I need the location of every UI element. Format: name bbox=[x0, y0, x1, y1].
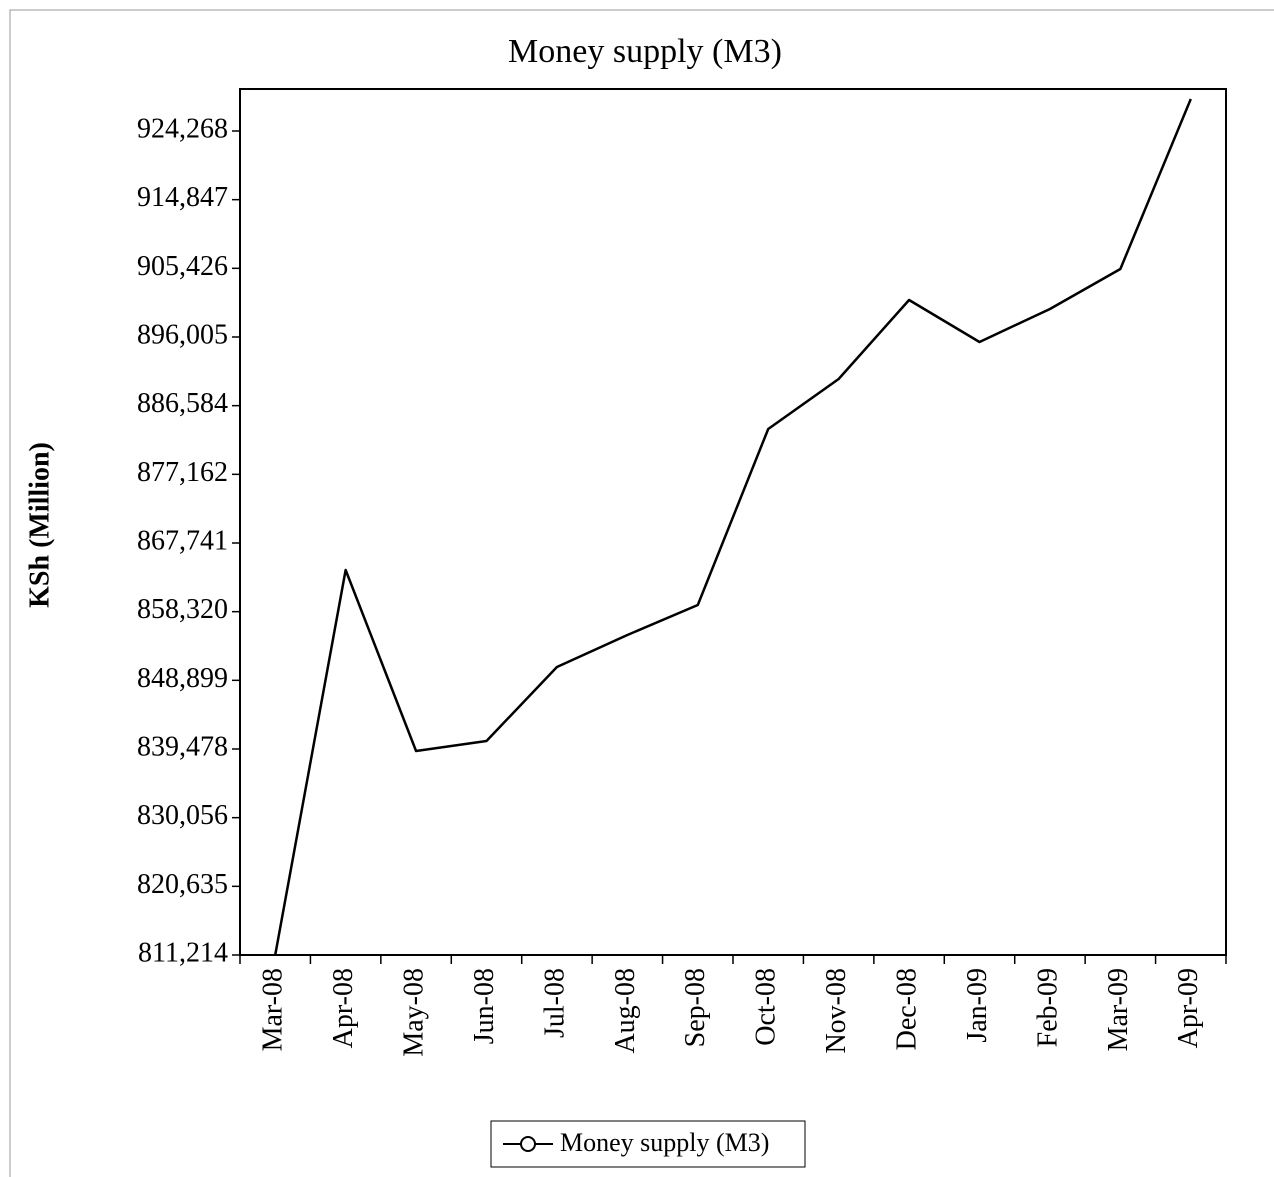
y-tick-label: 858,320 bbox=[137, 594, 228, 625]
plot-area bbox=[239, 88, 1227, 956]
x-tick-label: May-08 bbox=[398, 968, 429, 1057]
chart-title: Money supply (M3) bbox=[508, 33, 782, 70]
x-tick-label: Jun-08 bbox=[469, 968, 500, 1044]
y-axis-label: KSh (Million) bbox=[24, 442, 55, 608]
x-tick-label: Aug-08 bbox=[610, 968, 641, 1054]
x-tick-label: Sep-08 bbox=[680, 968, 711, 1047]
x-tick-label: Jan-09 bbox=[962, 968, 993, 1043]
legend-marker bbox=[520, 1136, 536, 1152]
y-tick-label: 877,162 bbox=[137, 457, 228, 488]
y-tick-label: 830,056 bbox=[137, 800, 228, 831]
x-tick-label: Dec-08 bbox=[891, 968, 922, 1050]
y-tick-label: 811,214 bbox=[138, 937, 228, 968]
x-tick-label: Apr-09 bbox=[1173, 968, 1204, 1048]
x-tick-label: Nov-08 bbox=[821, 968, 852, 1054]
x-tick-label: Jul-08 bbox=[539, 968, 570, 1038]
x-tick-label: Apr-08 bbox=[328, 968, 359, 1048]
y-tick-label: 905,426 bbox=[137, 251, 228, 282]
y-tick-label: 886,584 bbox=[137, 388, 228, 419]
x-tick-label: Oct-08 bbox=[751, 968, 782, 1046]
data-line bbox=[273, 98, 1192, 956]
y-tick-label: 820,635 bbox=[137, 869, 228, 900]
y-tick-label: 914,847 bbox=[137, 182, 228, 213]
x-tick-label: Mar-09 bbox=[1103, 968, 1134, 1051]
y-tick-label: 896,005 bbox=[137, 319, 228, 350]
y-tick-label: 839,478 bbox=[137, 731, 228, 762]
y-tick-label: 867,741 bbox=[137, 525, 228, 556]
frame bbox=[9, 9, 1274, 1177]
legend-label: Money supply (M3) bbox=[560, 1128, 769, 1157]
x-tick-label: Feb-09 bbox=[1032, 968, 1063, 1047]
y-tick-label: 848,899 bbox=[137, 663, 228, 694]
y-tick-label: 924,268 bbox=[137, 113, 228, 144]
x-tick-label: Mar-08 bbox=[258, 968, 289, 1051]
